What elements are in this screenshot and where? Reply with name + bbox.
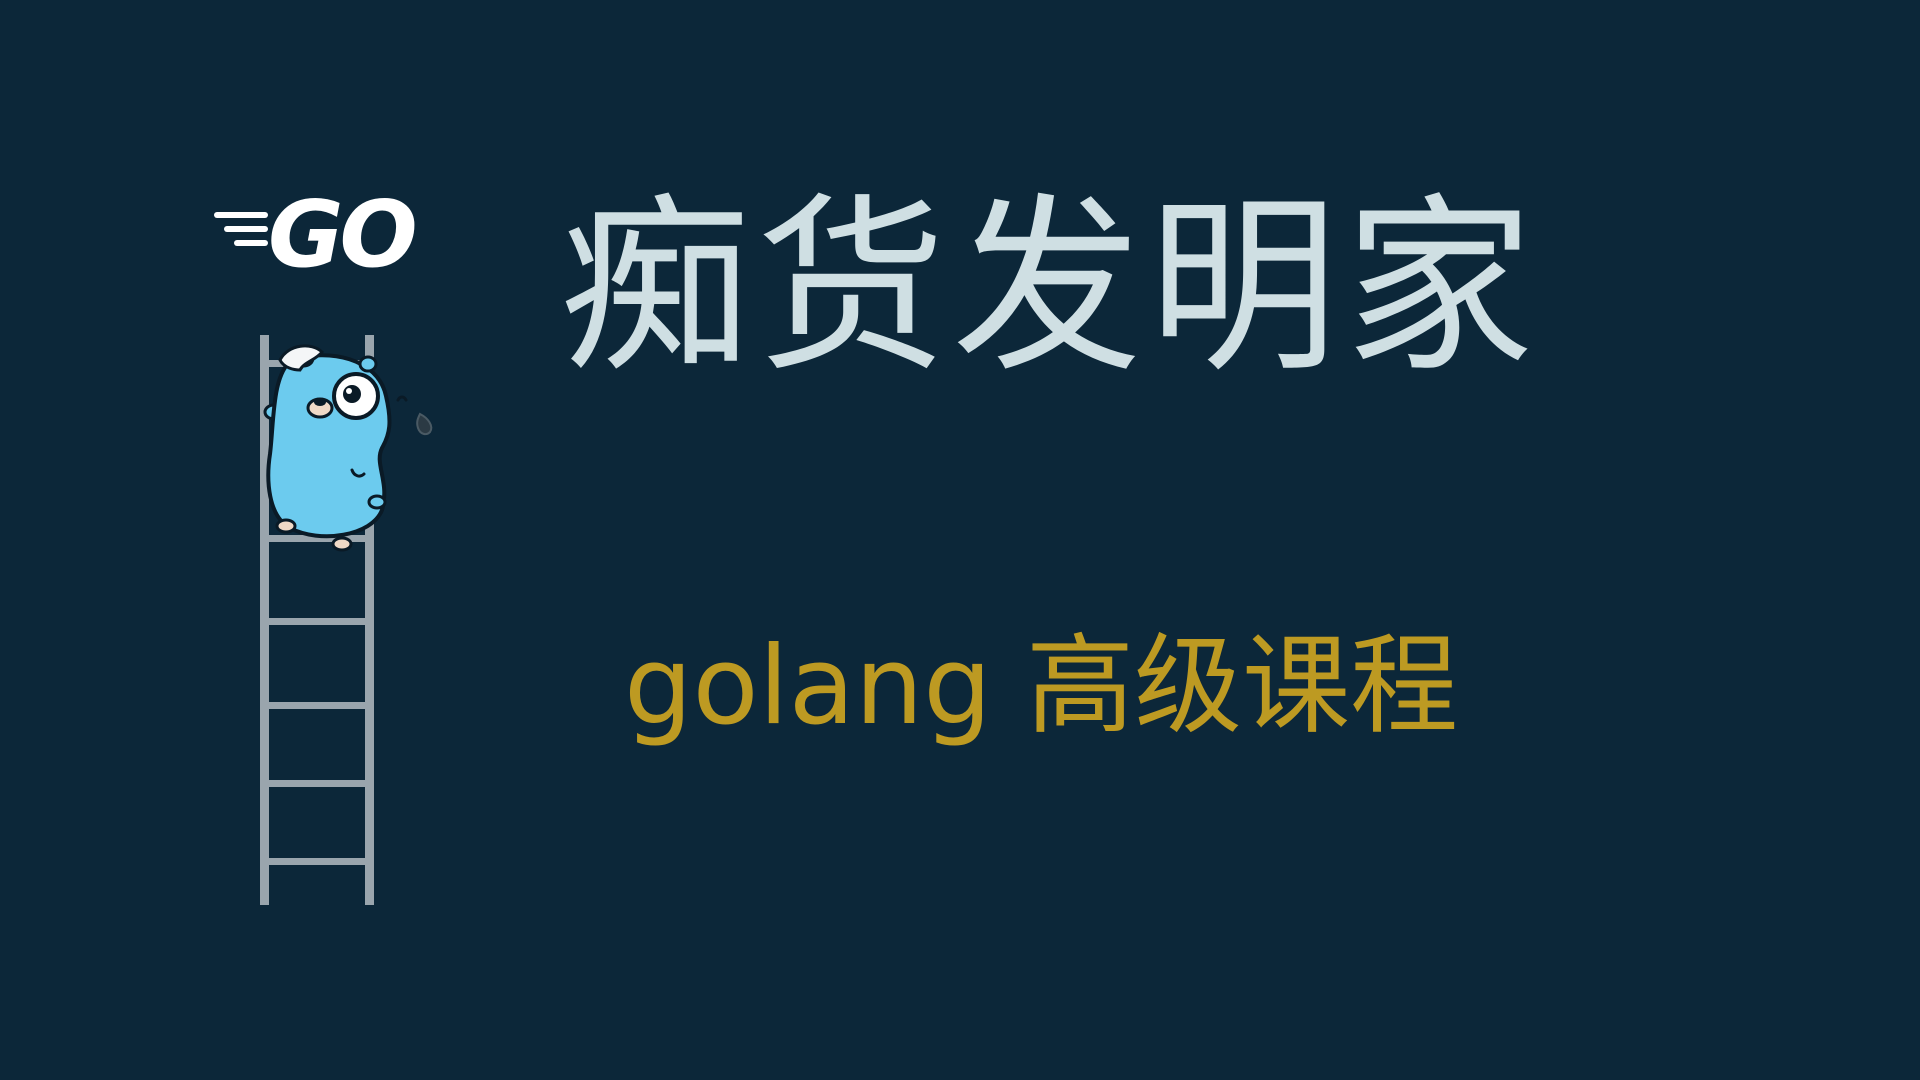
gopher-climbing-ladder-icon xyxy=(260,335,433,905)
gopher xyxy=(263,344,433,552)
slide-title: 痴货发明家 xyxy=(560,177,1541,398)
go-logo-text: GO xyxy=(268,184,415,276)
slide-subtitle: golang 高级课程 xyxy=(624,624,1459,749)
go-logo-icon: GO xyxy=(214,184,419,276)
